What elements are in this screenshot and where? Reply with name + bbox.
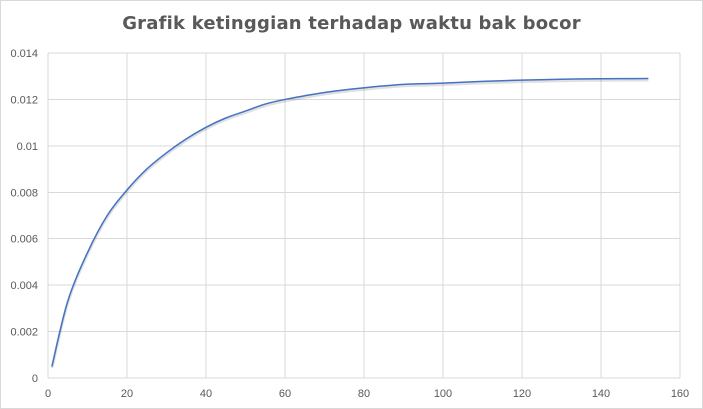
series-line-shadow [50,78,649,369]
series-line [51,77,649,367]
x-tick-label: 0 [45,388,51,400]
x-tick-label: 140 [592,388,610,400]
x-tick-label: 20 [121,388,133,400]
y-tick-label: 0.006 [10,234,38,246]
y-tick-label: 0.002 [10,327,38,339]
x-tick-label: 80 [358,388,370,400]
y-tick-label: 0.014 [10,48,38,60]
x-tick-label: 120 [513,388,531,400]
x-tick-label: 100 [434,388,452,400]
y-tick-label: 0 [32,373,38,385]
x-tick-label: 60 [279,388,291,400]
x-tick-label: 160 [671,388,689,400]
y-tick-label: 0.008 [10,187,38,199]
y-tick-label: 0.012 [10,94,38,106]
y-tick-label: 0.004 [10,280,38,292]
chart-title: Grafik ketinggian terhadap waktu bak boc… [122,13,581,34]
y-tick-label: 0.01 [17,141,38,153]
x-tick-label: 40 [200,388,212,400]
